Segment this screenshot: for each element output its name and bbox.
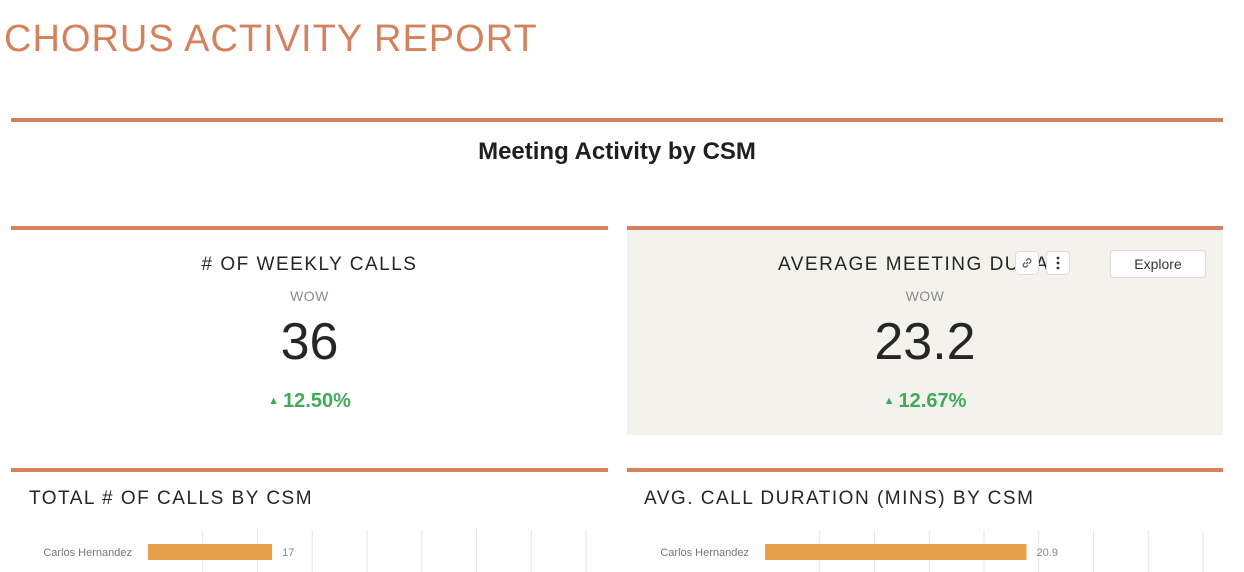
tile-toolbar xyxy=(1015,251,1070,275)
triangle-up-icon: ▲ xyxy=(883,395,895,407)
link-icon xyxy=(1022,258,1032,268)
section-divider xyxy=(11,118,1223,122)
category-label: Carlos Hernandez xyxy=(660,547,749,559)
calls-by-csm-chart: Carlos Hernandez 17 xyxy=(43,530,587,572)
data-label: 17 xyxy=(282,547,294,559)
tile-title: # OF WEEKLY CALLS xyxy=(201,254,418,275)
tile-value: 36 xyxy=(280,313,339,371)
explore-button[interactable]: Explore xyxy=(1110,250,1206,278)
chart-title: AVG. CALL DURATION (MINS) BY CSM xyxy=(644,488,1035,509)
bar[interactable] xyxy=(765,544,1027,560)
link-button[interactable] xyxy=(1015,251,1039,275)
tile-title: AVERAGE MEETING DURATIO xyxy=(778,254,1054,275)
change-value: 12.67% xyxy=(898,390,967,412)
tile-divider xyxy=(11,226,608,230)
chart-divider xyxy=(11,468,608,472)
chart-divider xyxy=(627,468,1223,472)
tile-value: 23.2 xyxy=(874,313,976,371)
tile-subtitle: WOW xyxy=(290,288,329,304)
data-label: 20.9 xyxy=(1037,547,1058,559)
avg-meeting-duration-tile[interactable]: AVERAGE MEETING DURATIO Explore WOW 23.2… xyxy=(627,230,1223,435)
tile-divider xyxy=(627,226,1223,230)
tile-change: ▲ 12.50% xyxy=(11,390,608,413)
category-label: Carlos Hernandez xyxy=(43,547,132,559)
triangle-up-icon: ▲ xyxy=(268,395,280,407)
chart-title: TOTAL # OF CALLS BY CSM xyxy=(29,488,314,509)
report-title: CHORUS ACTIVITY REPORT xyxy=(4,18,538,60)
more-vertical-icon xyxy=(1056,256,1060,270)
section-title: Meeting Activity by CSM xyxy=(478,138,756,165)
bar[interactable] xyxy=(148,544,273,560)
tile-change: ▲ 12.67% xyxy=(627,390,1223,413)
weekly-calls-tile[interactable]: # OF WEEKLY CALLS WOW 36 ▲ 12.50% xyxy=(11,230,608,435)
more-options-button[interactable] xyxy=(1046,251,1070,275)
duration-by-csm-chart: Carlos Hernandez 20.9 xyxy=(660,530,1204,572)
change-value: 12.50% xyxy=(283,390,351,412)
tile-subtitle: WOW xyxy=(905,288,945,304)
